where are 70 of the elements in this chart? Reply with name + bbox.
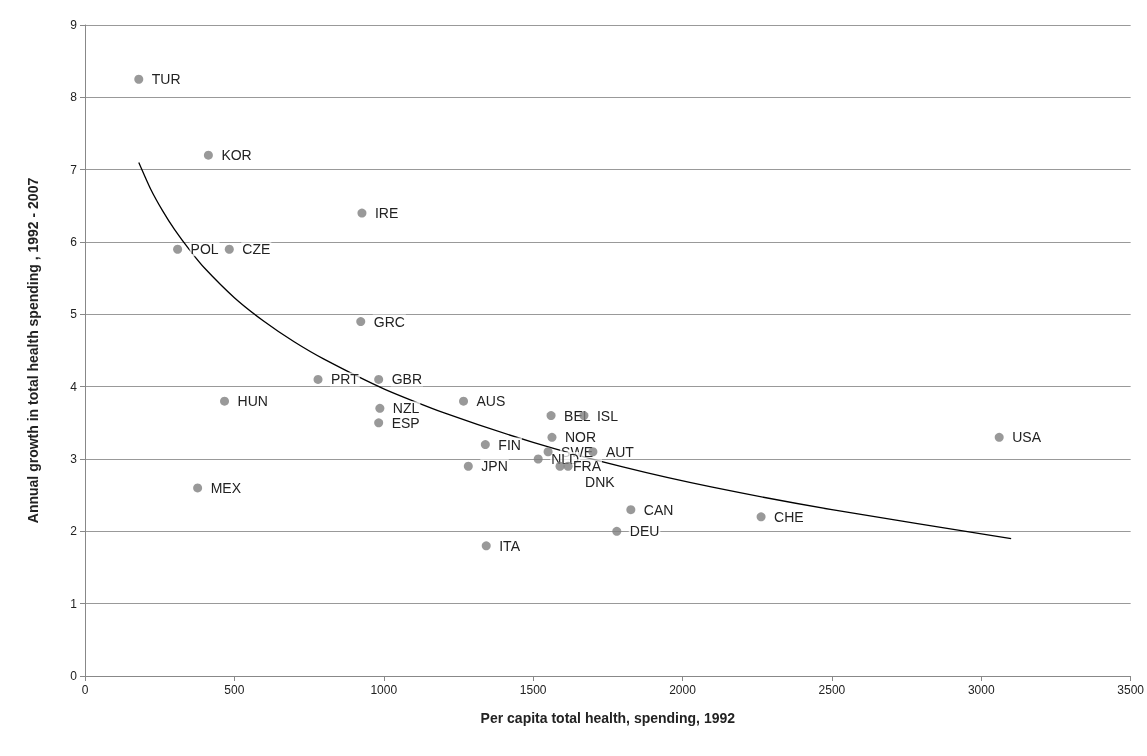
y-tick-label: 6: [70, 235, 78, 249]
annotation: JPN: [481, 458, 508, 475]
annotation: AUT: [605, 443, 635, 460]
annotation: ITA: [499, 537, 521, 554]
x-axis-title: Per capita total health, spending, 1992: [480, 710, 736, 726]
annotation: NOR: [564, 429, 597, 446]
annotation: GBR: [391, 371, 423, 388]
point: [134, 74, 144, 84]
x-tick-label: 1500: [519, 683, 547, 697]
annotation: PRT: [331, 371, 360, 388]
point: [481, 541, 491, 551]
annotation: FIN: [498, 436, 521, 453]
y-tick-label: 9: [70, 18, 78, 32]
annotation: IRE: [374, 205, 399, 222]
x-tick-label: 1000: [370, 683, 398, 697]
x-tick-label: 0: [81, 683, 89, 697]
point: [193, 483, 203, 493]
annotation: MEX: [210, 479, 242, 496]
point: [480, 440, 490, 450]
point: [543, 447, 553, 457]
point: [375, 403, 385, 413]
x-tick-label: 2000: [669, 683, 697, 697]
annotation: KOR: [221, 147, 252, 164]
y-tick-label: 1: [70, 596, 78, 611]
y-tick-label: 4: [70, 379, 78, 394]
x-tick-label: 3500: [1117, 683, 1145, 697]
point: [173, 244, 183, 254]
point: [220, 396, 230, 406]
y-tick-label: 0: [70, 669, 78, 683]
annotation: ESP: [391, 414, 420, 431]
annotation: TUR: [151, 71, 181, 88]
point: [374, 418, 384, 428]
annotation: CAN: [643, 501, 674, 518]
point: [756, 512, 766, 522]
point: [374, 374, 384, 384]
annotation: USA: [1012, 429, 1042, 446]
point: [463, 461, 473, 471]
point: [459, 396, 469, 406]
point: [626, 505, 636, 515]
annotation: AUS: [476, 393, 506, 410]
y-axis-title: Annual growth in total health spending , 1992 - 2007: [25, 177, 41, 524]
annotation: NZL: [392, 400, 420, 417]
point: [533, 454, 543, 464]
y-tick-label: 7: [70, 162, 78, 177]
annotation: DEU: [629, 523, 660, 540]
annotation: CHE: [774, 508, 804, 525]
point: [224, 244, 234, 254]
annotation: GRC: [373, 313, 405, 330]
y-tick-label: 2: [70, 524, 78, 539]
point: [547, 432, 557, 442]
line-series: [138, 161, 1012, 540]
x-tick-label: 2500: [818, 683, 846, 697]
annotation: HUN: [237, 393, 268, 410]
point: [994, 432, 1004, 442]
annotation: CZE: [242, 241, 271, 258]
point: [357, 208, 367, 218]
x-tick-label: 500: [224, 683, 245, 697]
point: [313, 374, 323, 384]
y-tick-label: 3: [70, 452, 78, 466]
point: [546, 411, 556, 421]
point: [203, 150, 213, 160]
annotation: BEL: [564, 407, 591, 424]
annotation: ISL: [596, 407, 619, 424]
point: [612, 526, 622, 536]
annotation: DNK: [585, 474, 616, 491]
point: [356, 317, 366, 327]
y-tick-label: 5: [70, 307, 78, 322]
annotation: POL: [190, 241, 219, 258]
x-tick-label: 3000: [967, 683, 995, 697]
y-tick-label: 8: [70, 90, 78, 105]
